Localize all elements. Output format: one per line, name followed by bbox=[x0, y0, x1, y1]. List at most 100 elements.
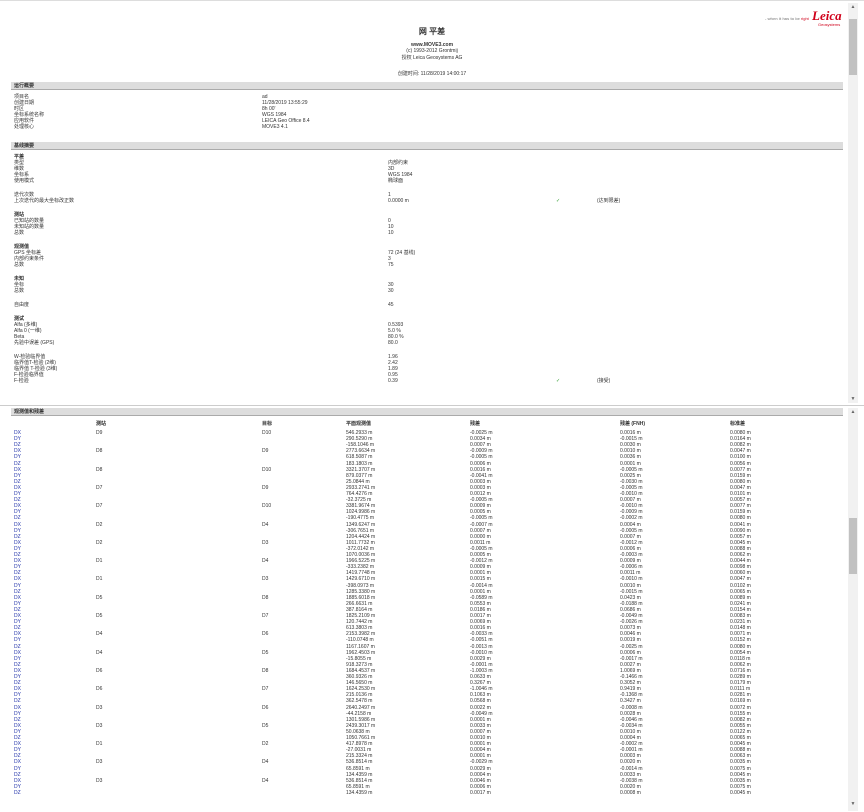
component-link[interactable]: DX bbox=[14, 777, 21, 784]
component-link[interactable]: DY bbox=[14, 564, 21, 571]
summary-value: 0.0000 m bbox=[388, 198, 409, 204]
component-link[interactable]: DX bbox=[14, 576, 21, 583]
component-link[interactable]: DY bbox=[14, 545, 21, 552]
table-cell: 134.4359 m bbox=[346, 771, 373, 778]
component-link[interactable]: DX bbox=[14, 558, 21, 565]
component-link[interactable]: DX bbox=[14, 613, 21, 619]
table-cell: D9 bbox=[262, 448, 269, 455]
scroll-down-icon[interactable]: ▼ bbox=[850, 396, 856, 402]
component-link[interactable]: DZ bbox=[14, 771, 21, 778]
table-cell: -0.0005 m bbox=[470, 454, 493, 461]
component-link[interactable]: DX bbox=[14, 448, 21, 455]
component-link[interactable]: DY bbox=[14, 747, 21, 754]
component-link[interactable]: DZ bbox=[14, 625, 21, 632]
component-link[interactable]: DZ bbox=[14, 716, 21, 723]
table-cell: 0.0098 m bbox=[730, 564, 751, 571]
component-link[interactable]: DZ bbox=[14, 643, 21, 650]
scroll-up-icon[interactable]: ▲ bbox=[850, 4, 856, 10]
check-icon: ✓ bbox=[556, 378, 561, 384]
component-link[interactable]: DX bbox=[14, 667, 21, 674]
component-link[interactable]: DY bbox=[14, 637, 21, 644]
component-link[interactable]: DX bbox=[14, 722, 21, 729]
component-link[interactable]: DX bbox=[14, 466, 21, 473]
component-link[interactable]: DZ bbox=[14, 789, 21, 796]
component-link[interactable]: DX bbox=[14, 741, 21, 748]
table-cell: D6 bbox=[96, 686, 103, 693]
component-link[interactable]: DZ bbox=[14, 442, 21, 449]
component-link[interactable]: DX bbox=[14, 631, 21, 638]
table-cell: 1684.4537 m bbox=[346, 667, 376, 674]
summary-value: 0.5393 bbox=[388, 322, 404, 328]
component-link[interactable]: DY bbox=[14, 491, 21, 497]
component-link[interactable]: DZ bbox=[14, 497, 21, 504]
component-link[interactable]: DZ bbox=[14, 478, 21, 485]
table-cell: 0.0077 m bbox=[730, 466, 751, 473]
component-link[interactable]: DZ bbox=[14, 606, 21, 613]
table-cell: 0.0006 m bbox=[470, 460, 491, 467]
component-link[interactable]: DX bbox=[14, 503, 21, 510]
component-link[interactable]: DX bbox=[14, 430, 21, 436]
table-cell: -0.0033 m bbox=[470, 631, 493, 638]
component-link[interactable]: DY bbox=[14, 582, 21, 589]
component-link[interactable]: DZ bbox=[14, 460, 21, 467]
summary-label: F-检验临界值 bbox=[14, 372, 44, 378]
table-cell: 215.0136 m bbox=[346, 692, 373, 699]
summary-label: 内部约束条件 bbox=[14, 256, 45, 262]
table-cell: 0.0080 m bbox=[730, 643, 751, 650]
component-link[interactable]: DZ bbox=[14, 588, 21, 595]
table-cell: -0.1466 m bbox=[620, 674, 643, 680]
component-link[interactable]: DY bbox=[14, 509, 21, 516]
component-link[interactable]: DX bbox=[14, 686, 21, 693]
component-link[interactable]: DX bbox=[14, 521, 21, 528]
component-link[interactable]: DY bbox=[14, 527, 21, 534]
component-link[interactable]: DZ bbox=[14, 698, 21, 705]
scrollbar-thumb[interactable] bbox=[849, 19, 857, 75]
top-scrollbar[interactable]: ▲ ▼ bbox=[848, 3, 858, 403]
table-cell: 0.0118 m bbox=[730, 655, 751, 662]
component-link[interactable]: DY bbox=[14, 472, 21, 479]
component-link[interactable]: DY bbox=[14, 728, 21, 735]
tagline-text: - when it has to be bbox=[765, 16, 802, 21]
component-link[interactable]: DZ bbox=[14, 515, 21, 522]
component-link[interactable]: DZ bbox=[14, 570, 21, 577]
component-link[interactable]: DZ bbox=[14, 735, 21, 741]
table-cell: -0.0013 m bbox=[470, 643, 493, 650]
component-link[interactable]: DZ bbox=[14, 533, 21, 540]
table-cell: 2640.2497 m bbox=[346, 704, 376, 711]
component-link[interactable]: DZ bbox=[14, 552, 21, 558]
component-link[interactable]: DX bbox=[14, 704, 21, 711]
component-link[interactable]: DZ bbox=[14, 661, 21, 668]
component-link[interactable]: DY bbox=[14, 436, 21, 443]
bottom-scrollbar[interactable]: ▲ ▼ bbox=[848, 408, 858, 811]
component-link[interactable]: DY bbox=[14, 692, 21, 699]
table-cell: D1 bbox=[96, 741, 103, 748]
component-link[interactable]: DY bbox=[14, 600, 21, 607]
table-cell: 0.0008 m bbox=[620, 789, 641, 796]
table-cell: -1.0046 m bbox=[470, 686, 493, 693]
component-link[interactable]: DX bbox=[14, 594, 21, 601]
component-link[interactable]: DX bbox=[14, 539, 21, 546]
component-link[interactable]: DY bbox=[14, 710, 21, 717]
component-link[interactable]: DX bbox=[14, 759, 21, 766]
component-link[interactable]: DY bbox=[14, 454, 21, 461]
component-link[interactable]: DY bbox=[14, 765, 21, 772]
component-link[interactable]: DY bbox=[14, 783, 21, 790]
component-link[interactable]: DY bbox=[14, 655, 21, 662]
table-cell: 0.0148 m bbox=[730, 625, 751, 632]
component-link[interactable]: DZ bbox=[14, 753, 21, 760]
table-cell: 0.0169 m bbox=[730, 698, 751, 705]
table-cell: 1011.7732 m bbox=[346, 539, 375, 546]
table-cell: 183.1803 m bbox=[346, 460, 373, 467]
table-cell: -0.0010 m bbox=[470, 649, 493, 656]
component-link[interactable]: DX bbox=[14, 484, 21, 491]
component-link[interactable]: DY bbox=[14, 619, 21, 626]
scrollbar-thumb[interactable] bbox=[849, 518, 857, 574]
component-link[interactable]: DX bbox=[14, 649, 21, 656]
summary-label: 使用模式 bbox=[14, 178, 35, 184]
component-link[interactable]: DY bbox=[14, 674, 21, 680]
component-link[interactable]: DZ bbox=[14, 680, 21, 687]
summary-label: 迭代次数 bbox=[14, 192, 35, 198]
scroll-up-icon[interactable]: ▲ bbox=[850, 409, 856, 415]
scroll-down-icon[interactable]: ▼ bbox=[850, 801, 856, 807]
run-summary-label: 项目名 bbox=[14, 94, 30, 100]
